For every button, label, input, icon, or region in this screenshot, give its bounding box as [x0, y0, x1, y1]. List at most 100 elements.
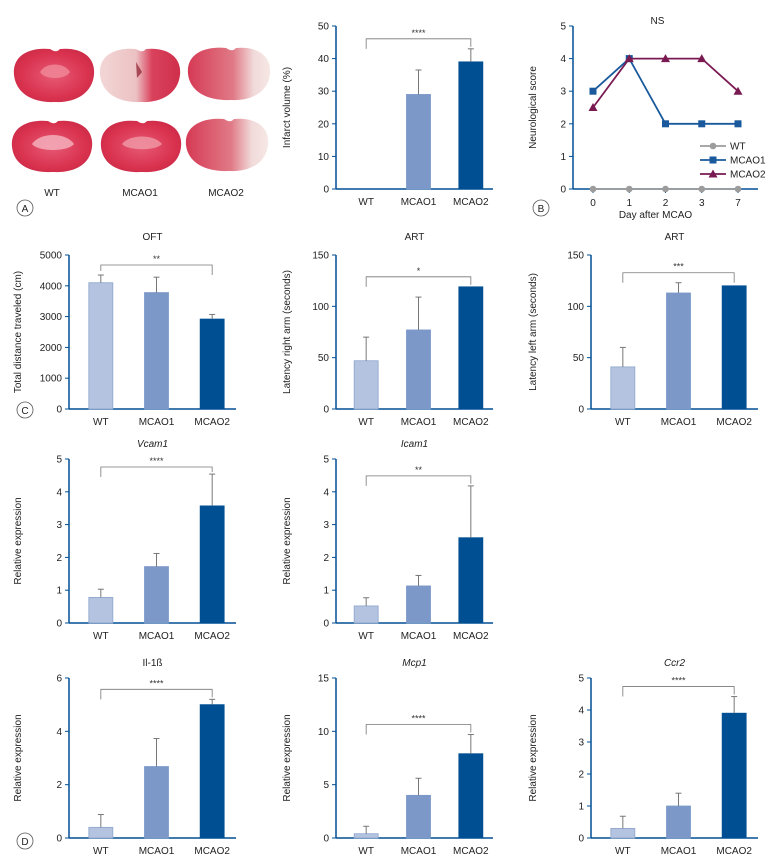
x-tick-label: MCAO2 [716, 417, 752, 428]
y-tick-label: 3 [560, 87, 566, 98]
panel-label-c: C [16, 401, 34, 419]
bar-wt [610, 366, 636, 410]
y-axis-label: Relative expression [282, 497, 293, 584]
y-axis-label: Relative expression [13, 714, 24, 801]
x-tick-label: MCAO1 [661, 417, 697, 428]
panel-label-b: B [532, 199, 550, 217]
bar-mcao2 [458, 61, 484, 190]
legend-label: MCAO2 [730, 170, 766, 181]
y-tick-label: 5 [56, 455, 62, 466]
bar-mcao1 [144, 766, 169, 839]
x-tick-label: MCAO1 [661, 846, 697, 857]
y-tick-label: 4 [578, 706, 584, 717]
chart-ns: 0 1 2 3 4 5 Neurological score NS 0 1 2 3 7 Day after… [528, 16, 766, 221]
significance-label: **** [411, 714, 426, 724]
panel-label-d: D [16, 832, 34, 850]
svg-text:C: C [21, 406, 28, 417]
bar-wt [353, 360, 379, 410]
legend-label: MCAO1 [730, 156, 766, 167]
bar-mcao1 [406, 329, 431, 410]
point-mcao2 [661, 54, 670, 63]
chart-mcp1: 0 5 10 15 Relative expression Mcp1 WT MCAO1 MCAO… [282, 658, 493, 857]
point-mcao1 [589, 87, 597, 95]
brain-mcao1-bottom [100, 120, 182, 173]
y-tick-label: 0 [323, 619, 329, 630]
chart-il1b: 0 2 4 6 Relative expression Il-1ß WT MCAO1 MCAO2… [13, 658, 236, 857]
significance-label: ** [153, 254, 161, 264]
svg-text:B: B [538, 204, 545, 215]
y-axis-label: Relative expression [528, 714, 539, 801]
chart-vcam1: 0 1 2 3 4 5 Relative expression Vcam1 WT MCAO1 MCA… [13, 439, 236, 642]
y-tick-label: 5 [560, 22, 566, 33]
bar-mcao2 [721, 285, 747, 410]
series-line-mcao2 [592, 57, 739, 109]
x-tick-label: MCAO1 [139, 846, 175, 857]
brain-mcao2-bottom [185, 118, 269, 172]
significance-bracket [622, 272, 735, 283]
chart-icam1: 0 1 2 3 4 5 Relative expression Icam1 WT MCAO1 MCA… [282, 439, 493, 642]
y-tick-label: 5 [323, 455, 329, 466]
chart-title: Ccr2 [664, 658, 686, 669]
chart-art_left: 0 50 100 150 Latency left arm (seconds) ART WT… [528, 232, 758, 428]
y-axis-label: Relative expression [282, 714, 293, 801]
significance-bracket [365, 276, 472, 287]
significance-label: **** [671, 676, 686, 686]
bar-mcao2 [458, 537, 484, 624]
x-tick-label: MCAO2 [453, 846, 489, 857]
point-wt [734, 185, 742, 193]
y-tick-label: 3 [323, 520, 329, 531]
bar-mcao1 [406, 794, 431, 839]
significance-bracket [365, 475, 472, 486]
y-tick-label: 4 [323, 487, 329, 498]
significance-bracket [622, 686, 735, 697]
significance-bracket [100, 466, 213, 477]
point-mcao2 [697, 54, 707, 63]
y-tick-label: 5 [323, 780, 329, 791]
significance-label: *** [673, 262, 684, 272]
y-axis-label: Total distance traveled (cm) [13, 271, 24, 393]
panel-a-brains: WT MCAO1 MCAO2 [11, 47, 271, 199]
legend-marker [708, 169, 718, 178]
bar-mcao1 [666, 292, 691, 410]
point-mcao1 [662, 120, 669, 128]
x-tick-label: 7 [735, 198, 741, 209]
x-tick-label: WT [358, 197, 374, 208]
y-tick-label: 1 [578, 802, 584, 813]
y-tick-label: 150 [312, 251, 329, 262]
significance-label: **** [149, 678, 164, 688]
chart-title: OFT [143, 232, 163, 243]
y-tick-label: 4 [56, 487, 62, 498]
y-tick-label: 0 [578, 834, 584, 845]
x-tick-label: 0 [590, 198, 596, 209]
legend-label: WT [730, 142, 746, 153]
y-tick-label: 100 [567, 302, 584, 313]
legend-item-mcao2: MCAO2 [700, 169, 766, 181]
bar-mcao2 [458, 286, 484, 410]
x-tick-label: WT [615, 417, 631, 428]
y-tick-label: 50 [573, 353, 585, 364]
chart-infarct: 0 10 20 30 40 50 Infarct volume (%) WT MCAO1 MCAO… [282, 22, 493, 208]
y-tick-label: 0 [323, 834, 329, 845]
y-axis-label: Latency left arm (seconds) [528, 273, 539, 391]
y-tick-label: 1 [323, 586, 329, 597]
brain-wt-top [13, 48, 95, 103]
point-wt [625, 185, 633, 193]
x-tick-label: MCAO2 [194, 417, 230, 428]
svg-text:D: D [21, 837, 28, 848]
y-tick-label: 15 [318, 674, 330, 685]
brain-mcao1-top [99, 48, 181, 103]
y-tick-label: 5000 [40, 251, 63, 262]
significance-bracket [365, 724, 472, 735]
x-tick-label: WT [358, 631, 374, 642]
significance-label: ** [415, 465, 423, 475]
y-tick-label: 50 [318, 353, 330, 364]
bar-mcao1 [406, 585, 431, 624]
x-tick-label: MCAO1 [401, 417, 437, 428]
chart-oft: 0 1000 2000 3000 4000 5000 Total distance trav… [13, 232, 236, 428]
bar-mcao2 [721, 712, 747, 839]
y-tick-label: 0 [56, 405, 62, 416]
bar-wt [88, 826, 114, 839]
significance-bracket [365, 38, 472, 49]
